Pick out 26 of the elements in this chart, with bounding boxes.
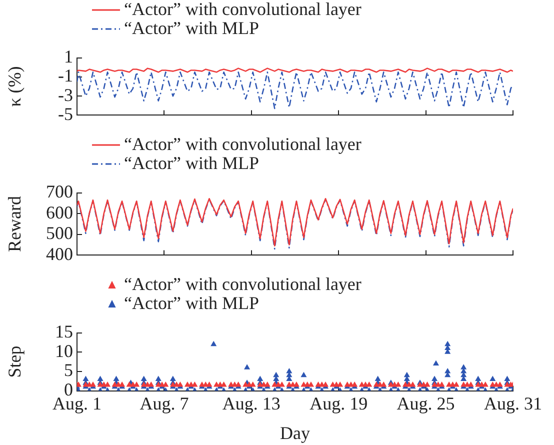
y-axis-title: Reward [4,196,25,252]
legend-label: “Actor” with convolutional layer [124,0,362,19]
y-tick-label: 700 [46,182,73,202]
y-tick-label: -1 [58,66,73,86]
x-tick-label: Aug. 7 [140,393,189,414]
y-axis-title: Step [4,346,25,378]
legend-label: “Actor” with MLP [124,153,259,173]
y-tick-label: 10 [55,340,73,361]
y-tick-label: 500 [46,223,73,244]
y-tick-label: 400 [46,244,73,264]
y-tick-label: 15 [55,322,73,342]
x-tick-label: Aug. 25 [396,393,455,414]
y-tick-label: 1 [64,46,73,67]
x-tick-label: Aug. 19 [310,393,368,414]
x-axis-title: Day [280,422,310,443]
y-tick-label: -3 [58,84,73,105]
x-tick-label: Aug. 13 [222,393,280,414]
y-tick-label: -5 [58,104,73,124]
y-tick-label: 5 [64,360,73,380]
legend-label: “Actor” with MLP [124,18,259,38]
y-tick-label: 600 [46,202,73,222]
legend-label: “Actor” with convolutional layer [124,134,362,154]
y-axis-title: κ (%) [4,66,25,107]
x-tick-label: Aug. 31 [484,393,542,414]
legend-label: “Actor” with convolutional layer [124,274,362,294]
legend-label: “Actor” with MLP [124,293,259,313]
